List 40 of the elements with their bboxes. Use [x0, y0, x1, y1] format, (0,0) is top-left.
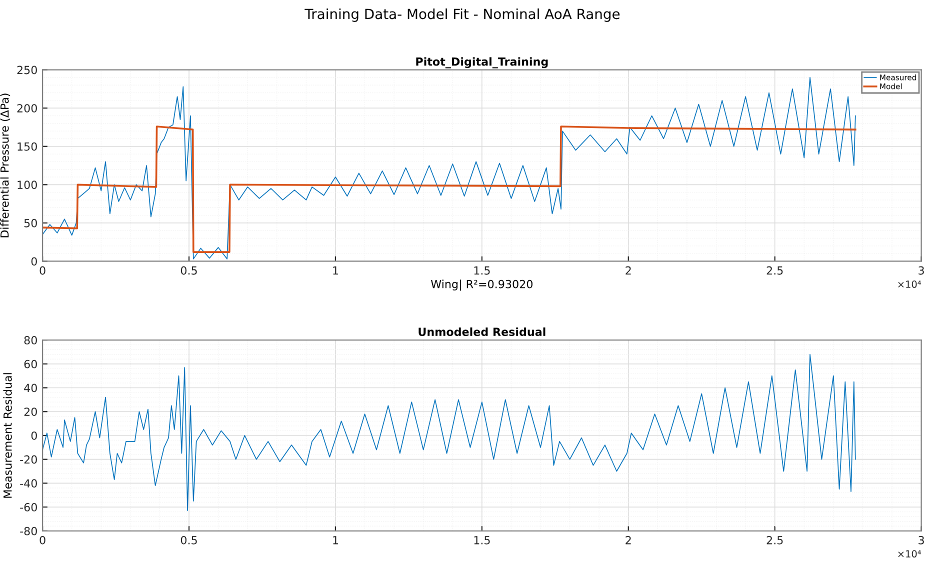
- x-tick-label: 1.5: [474, 536, 490, 544]
- chart-title: Pitot_Digital_Training: [416, 57, 548, 68]
- y-tick-label: 60: [24, 360, 37, 368]
- x-tick-label: 2.5: [766, 536, 783, 544]
- x-axis-title: Wing| R²=0.93020: [430, 280, 532, 291]
- x-tick-label: 0.5: [180, 266, 197, 275]
- y-tick-label: -20: [20, 455, 37, 464]
- y-tick-label: 0: [31, 257, 37, 266]
- x-tick-label: 1.5: [474, 266, 490, 275]
- y-tick-label: 40: [24, 384, 37, 392]
- x-tick-label: 2: [626, 536, 631, 544]
- y-tick-label: 0: [31, 431, 37, 440]
- y-tick-label: 20: [24, 408, 37, 416]
- x-tick-label: 2.5: [766, 266, 783, 275]
- y-tick-label: -80: [20, 526, 37, 536]
- y-axis-title: Measurement Residual: [3, 373, 12, 498]
- text: Training Data- Model Fit - Nominal AoA Range: [304, 8, 620, 22]
- line-series: [42, 126, 856, 253]
- x-tick-label: 1: [333, 536, 338, 544]
- x-tick-label: 1: [333, 266, 338, 275]
- x-tick-label: 0.5: [180, 536, 197, 544]
- y-tick-label: 150: [18, 142, 37, 151]
- y-axis-title: Differential Pressure (ΔPa): [0, 94, 10, 238]
- x-tick-label: 0: [40, 536, 46, 544]
- y-tick-label: 100: [18, 180, 37, 190]
- y-tick-label: 200: [17, 104, 37, 112]
- y-tick-label: 250: [17, 66, 37, 74]
- y-tick-label: -60: [20, 503, 37, 512]
- y-tick-label: -40: [20, 479, 37, 488]
- x-tick-label: 2: [626, 266, 631, 275]
- text: ×10⁴: [898, 550, 921, 558]
- chart-title: Unmodeled Residual: [418, 327, 546, 336]
- y-tick-label: 80: [24, 336, 37, 344]
- x-tick-label: 3: [918, 266, 924, 275]
- line-series: [42, 354, 856, 512]
- x-tick-label: 0: [40, 266, 46, 275]
- text: ×10⁴: [898, 280, 921, 288]
- y-tick-label: 50: [24, 218, 37, 228]
- line-series: [42, 77, 856, 260]
- x-tick-label: 3: [918, 536, 924, 544]
